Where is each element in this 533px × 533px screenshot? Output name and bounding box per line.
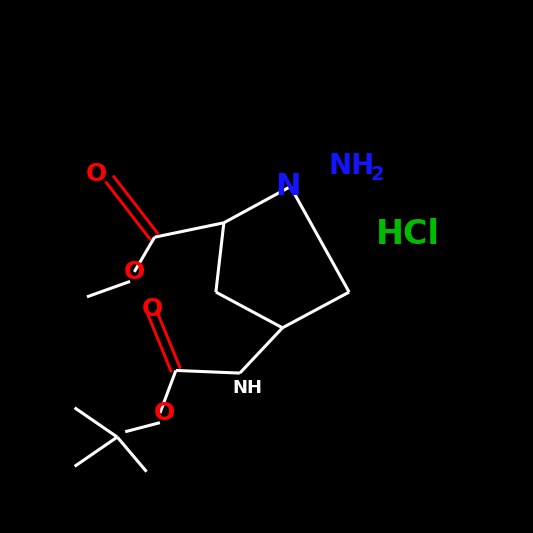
Text: N: N (275, 172, 301, 201)
Text: HCl: HCl (376, 218, 440, 251)
Text: O: O (85, 162, 107, 187)
Text: 2: 2 (370, 165, 384, 184)
Text: NH: NH (233, 379, 263, 397)
Text: O: O (124, 260, 145, 284)
Text: NH: NH (329, 152, 375, 180)
Text: O: O (141, 297, 163, 321)
Text: O: O (154, 401, 175, 425)
